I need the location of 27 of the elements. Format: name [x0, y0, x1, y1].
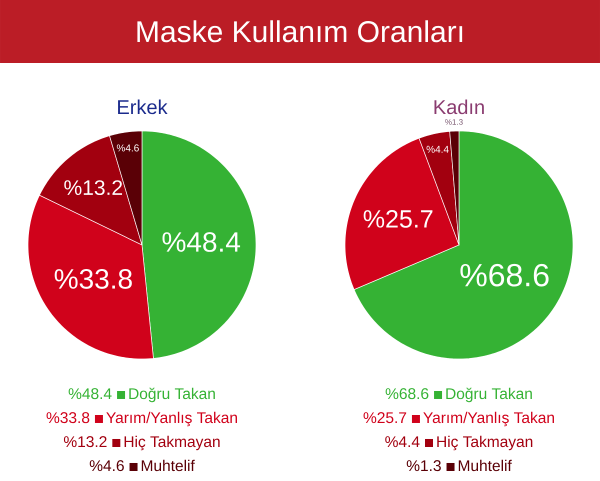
data-label: %68.6 — [460, 264, 549, 287]
chart-subtitle: Erkek — [118, 100, 168, 114]
legend-label: Doğru Takan — [129, 388, 215, 402]
text: %4.6 — [90, 460, 124, 472]
data-label: %4.6 — [116, 144, 139, 152]
text: %13.2 — [64, 436, 107, 448]
text: %25.7 — [364, 412, 406, 424]
data-label: %33.8 — [54, 269, 132, 289]
legend-label: Hiç Takmayan — [437, 436, 532, 450]
data-label: %48.4 — [162, 232, 240, 252]
legend-label: Muhtelif — [142, 460, 195, 472]
data-label: %13.2 — [64, 180, 122, 196]
legend-label: Yarım/Yanlış Takan — [106, 412, 237, 426]
text: %68.6 — [386, 388, 428, 400]
data-label: %4.4 — [426, 146, 449, 153]
text: %4.4 — [385, 436, 420, 448]
chart-title: Maske Kullanım Oranları — [137, 20, 462, 42]
data-label: %1.3 — [445, 119, 463, 125]
legend-label: Doğru Takan — [446, 388, 532, 402]
chart-subtitle: Kadın — [434, 100, 484, 114]
text: %48.4 — [68, 388, 112, 400]
text: %33.8 — [46, 412, 90, 424]
text: %1.3 — [406, 460, 441, 472]
data-label: %25.7 — [364, 210, 432, 228]
legend-label: Muhtelif — [458, 460, 512, 472]
legend-label: Hiç Takmayan — [124, 436, 220, 450]
legend-label: Yarım/Yanlış Takan — [423, 412, 554, 426]
